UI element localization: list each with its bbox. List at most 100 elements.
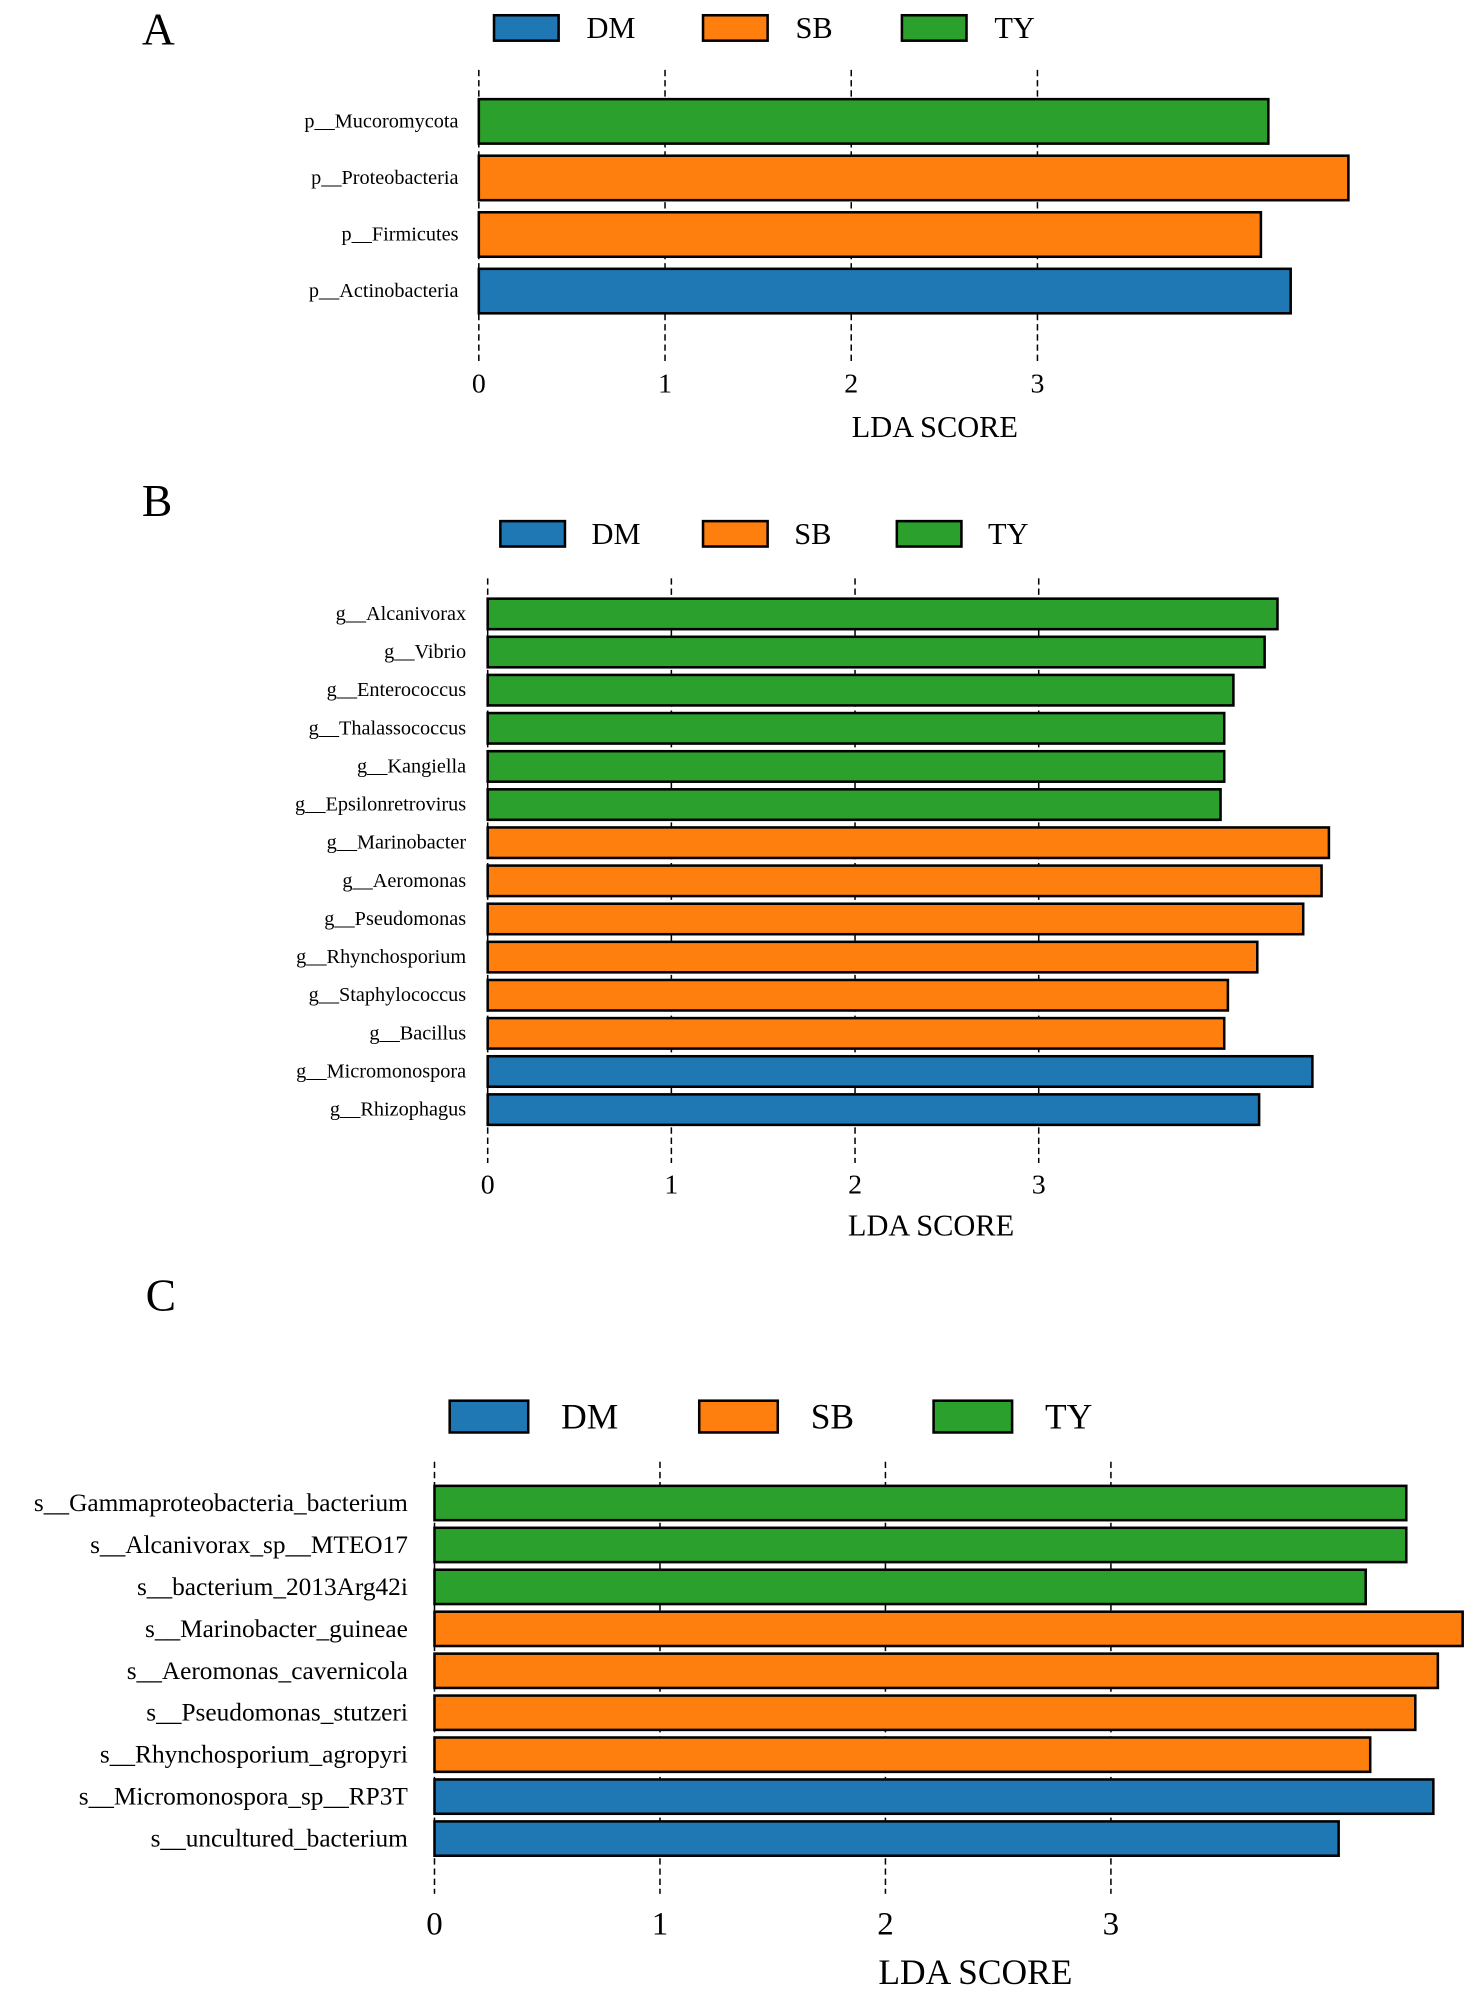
panel-letter: B [142, 475, 172, 526]
category-label: g__Aeromonas [342, 870, 466, 892]
category-label: s__Rhynchosporium_agropyri [100, 1741, 408, 1769]
x-tick-label: 0 [481, 1169, 495, 1200]
category-label: s__uncultured_bacterium [151, 1825, 409, 1853]
legend-label-ty: TY [994, 11, 1035, 45]
bar-dm [433, 1778, 1435, 1816]
category-label: g__Bacillus [369, 1022, 466, 1044]
legend-swatch-dm [499, 519, 567, 548]
bar-ty [486, 597, 1279, 631]
bar-sb [477, 154, 1350, 202]
bar-sb [433, 1610, 1464, 1648]
category-label: p__Actinobacteria [309, 280, 459, 302]
category-label: g__Marinobacter [327, 832, 467, 854]
x-tick-label: 1 [664, 1169, 678, 1200]
bar-ty [486, 635, 1266, 669]
x-axis-title: LDA SCORE [848, 1208, 1014, 1242]
category-label: g__Kangiella [357, 755, 466, 777]
bar-sb [486, 826, 1331, 860]
panel-letter: A [142, 3, 175, 54]
legend-swatch-sb [701, 519, 769, 548]
category-label: g__Rhizophagus [330, 1099, 466, 1121]
x-axis-title: LDA SCORE [852, 410, 1018, 444]
bar-ty [433, 1484, 1408, 1522]
x-axis-title: LDA SCORE [878, 1952, 1072, 1992]
category-label: s__Micromonospora_sp__RP3T [79, 1783, 409, 1811]
category-label: g__Vibrio [384, 641, 466, 663]
legend-swatch-ty [900, 13, 968, 42]
category-label: g__Rhynchosporium [296, 946, 466, 968]
category-label: s__Alcanivorax_sp__MTEO17 [90, 1531, 408, 1559]
category-label: p__Proteobacteria [311, 167, 458, 189]
bar-ty [477, 97, 1270, 145]
bar-sb [433, 1694, 1417, 1732]
category-label: s__bacterium_2013Arg42i [137, 1573, 408, 1601]
legend-swatch-dm [448, 1399, 530, 1434]
x-tick-label: 3 [1032, 1169, 1046, 1200]
bar-sb [486, 864, 1323, 898]
legend-label-dm: DM [561, 1397, 618, 1437]
legend-label-ty: TY [1045, 1397, 1092, 1437]
panel-a: A DM SB TY 0 1 2 3 p__Mucoromycota p__Proteobacte… [142, 3, 1350, 444]
category-label: s__Aeromonas_cavernicola [127, 1657, 408, 1685]
x-tick-label: 3 [1103, 1906, 1119, 1942]
legend: DM SB TY [499, 517, 1029, 551]
legend: DM SB TY [448, 1397, 1092, 1437]
legend-label-dm: DM [592, 517, 641, 551]
legend: DM SB TY [492, 11, 1035, 45]
legend-label-sb: SB [796, 11, 833, 45]
category-label: g__Micromonospora [296, 1060, 466, 1082]
category-label: g__Epsilonretrovirus [295, 794, 466, 816]
bars: g__Alcanivorax g__Vibrio g__Enterococcus g_… [295, 597, 1331, 1127]
bar-ty [486, 788, 1222, 822]
bar-sb [486, 1016, 1226, 1050]
x-tick-label: 3 [1030, 369, 1044, 400]
legend-swatch-sb [701, 13, 769, 42]
legend-label-ty: TY [988, 517, 1029, 551]
category-label: s__Marinobacter_guineae [145, 1615, 408, 1643]
category-label: s__Gammaproteobacteria_bacterium [34, 1489, 408, 1517]
panel-b: B DM SB TY 0 1 2 3 g__Alcanivorax g__Vibrio g__Ent… [142, 475, 1331, 1242]
bar-dm [477, 267, 1292, 315]
category-label: g__Alcanivorax [336, 603, 467, 625]
bar-ty [433, 1526, 1408, 1564]
x-tick-label: 2 [844, 369, 858, 400]
bar-dm [486, 1054, 1314, 1089]
x-tick-label: 0 [426, 1906, 442, 1942]
legend-swatch-sb [697, 1399, 780, 1434]
bars: p__Mucoromycota p__Proteobacteria p__Firmi… [304, 97, 1350, 315]
bar-ty [433, 1568, 1367, 1606]
category-label: p__Firmicutes [341, 223, 458, 245]
bar-sb [433, 1652, 1440, 1690]
x-tick-label: 2 [848, 1169, 862, 1200]
legend-swatch-dm [492, 13, 560, 42]
legend-label-sb: SB [794, 517, 831, 551]
category-label: g__Enterococcus [327, 679, 467, 701]
x-tick-label: 1 [652, 1906, 668, 1942]
category-label: g__Thalassococcus [309, 717, 467, 739]
x-tick-label: 1 [658, 369, 672, 400]
category-label: g__Staphylococcus [309, 984, 467, 1006]
panel-c: C DM SB TY 0 1 2 3 s__Gammaproteobacteria_bacter… [34, 1269, 1464, 1992]
legend-swatch-ty [895, 519, 963, 548]
x-tick-label: 2 [877, 1906, 893, 1942]
bar-sb [433, 1736, 1372, 1774]
bar-sb [486, 978, 1230, 1012]
x-tick-label: 0 [472, 369, 486, 400]
panel-letter: C [146, 1269, 176, 1320]
legend-label-sb: SB [811, 1397, 854, 1437]
bar-dm [433, 1820, 1340, 1857]
bar-sb [477, 210, 1263, 259]
category-label: p__Mucoromycota [304, 110, 458, 132]
bar-sb [486, 940, 1259, 974]
bar-dm [486, 1093, 1261, 1127]
bars: s__Gammaproteobacteria_bacterium s__Alcan… [34, 1484, 1464, 1857]
bar-ty [486, 711, 1226, 745]
category-label: s__Pseudomonas_stutzeri [146, 1699, 408, 1727]
bar-ty [486, 749, 1226, 783]
legend-label-dm: DM [586, 11, 635, 45]
category-label: g__Pseudomonas [324, 908, 466, 930]
bar-ty [486, 673, 1235, 707]
legend-swatch-ty [932, 1399, 1014, 1434]
bar-sb [486, 902, 1305, 936]
